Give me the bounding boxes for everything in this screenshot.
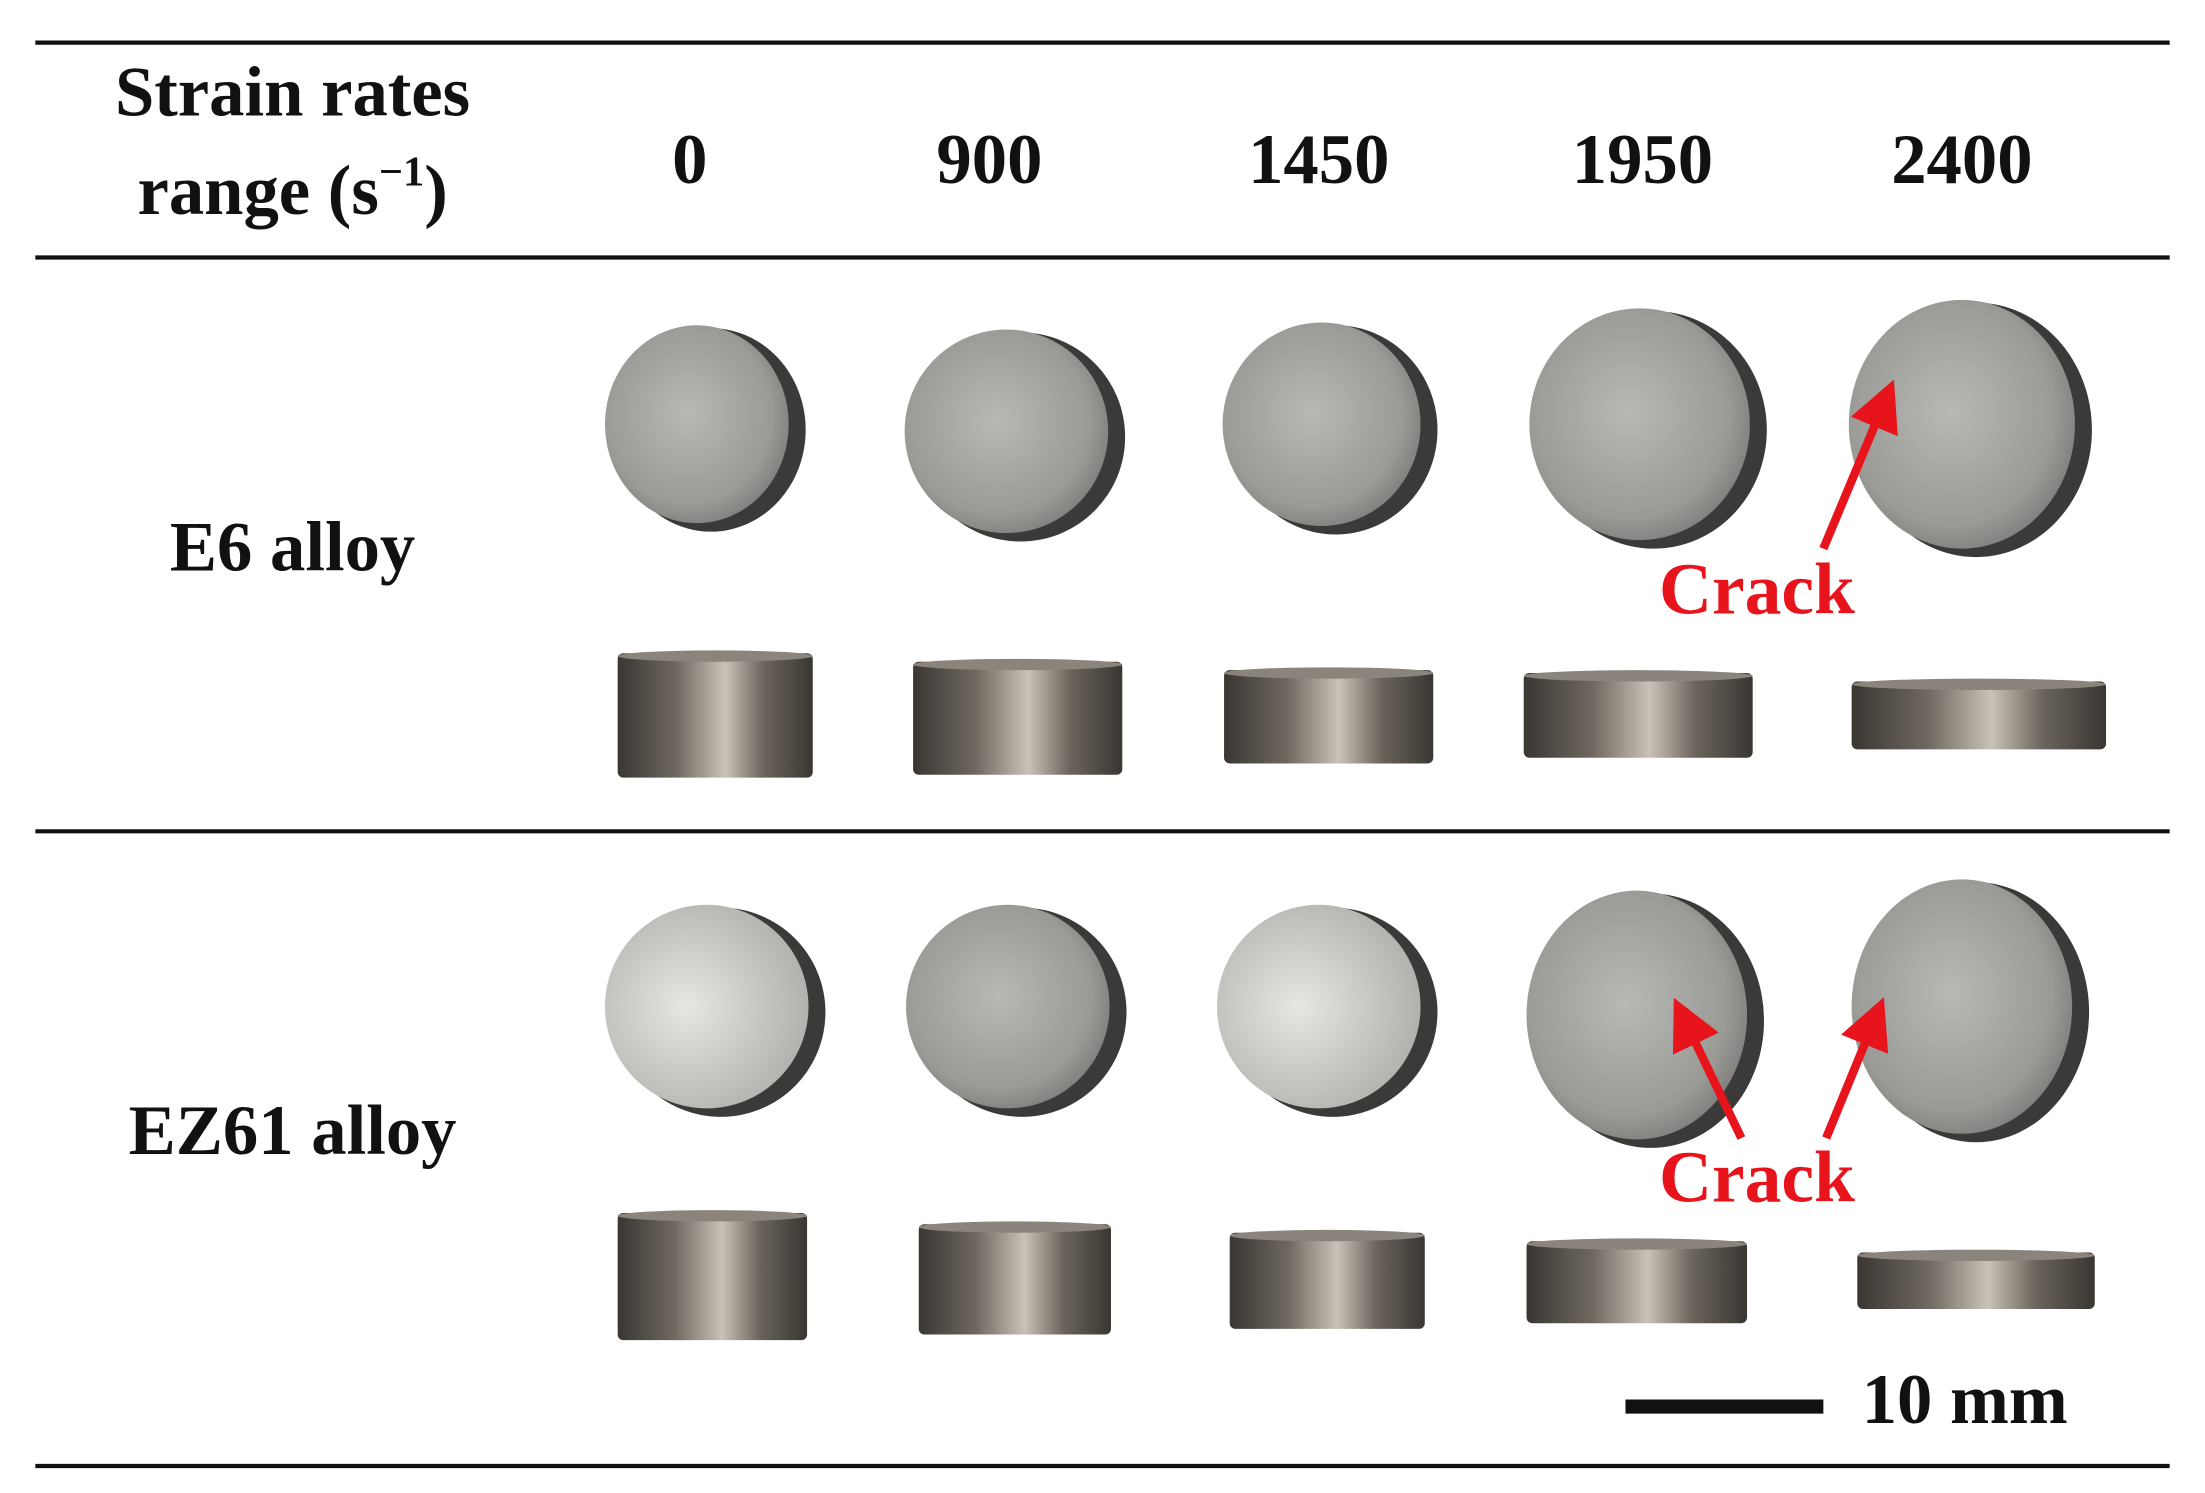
sample-side — [1526, 1241, 1748, 1324]
row-label: EZ61 alloy — [129, 1092, 457, 1170]
arrows — [1672, 379, 1898, 1140]
header-label: range (s — [137, 152, 378, 230]
sample-face — [1848, 299, 2075, 549]
sample-side — [617, 1212, 808, 1341]
photos — [604, 299, 2107, 1341]
sample-side — [1229, 1232, 1425, 1329]
arrow — [1672, 997, 1746, 1140]
header-label: ) — [424, 152, 448, 230]
sample-top-edge — [913, 658, 1123, 671]
sample-face — [1222, 322, 1421, 526]
row-label: E6 alloy — [170, 508, 415, 586]
header-label: Strain rates — [115, 53, 470, 131]
sample-face — [604, 904, 809, 1109]
arrow — [1822, 997, 1889, 1140]
sample-face — [1526, 890, 1748, 1140]
sample-side — [913, 661, 1123, 775]
column-header: 1450 — [1248, 121, 1389, 199]
sample-face — [1216, 904, 1421, 1109]
sample-face — [906, 904, 1110, 1109]
sample-side — [1857, 1252, 2095, 1310]
columns: 0 900 1450 1950 2400 — [672, 121, 2032, 199]
sample-side — [617, 653, 813, 778]
column-header: 1950 — [1572, 121, 1713, 199]
header-label: range (s−1) — [137, 148, 447, 230]
sample-side — [1523, 673, 1753, 758]
sample-side — [918, 1224, 1111, 1335]
column-header: 0 — [672, 121, 707, 199]
sample-face — [1529, 308, 1750, 541]
sample-top-edge — [1523, 670, 1753, 682]
sample-top-edge — [617, 1210, 808, 1222]
sample-side — [1224, 670, 1434, 764]
sample-face — [1851, 879, 2073, 1134]
sample-top-edge — [1857, 1249, 2095, 1261]
sample-top-edge — [1526, 1238, 1748, 1250]
sample-face — [604, 325, 789, 524]
sample-face — [904, 329, 1109, 534]
header-superscript: −1 — [379, 148, 424, 195]
sample-top-edge — [1224, 667, 1434, 679]
sample-side — [1851, 681, 2107, 750]
sample-top-edge — [617, 650, 813, 662]
sample-top-edge — [918, 1221, 1111, 1233]
column-header: 900 — [936, 121, 1042, 199]
annotation: Crack — [1659, 1137, 1855, 1218]
arrow — [1819, 379, 1898, 551]
scale-bar-label: 10 mm — [1862, 1361, 2068, 1439]
sample-top-edge — [1229, 1229, 1425, 1242]
column-header: 2400 — [1891, 121, 2032, 199]
annotation: Crack — [1659, 549, 1855, 630]
sample-top-edge — [1851, 678, 2107, 690]
